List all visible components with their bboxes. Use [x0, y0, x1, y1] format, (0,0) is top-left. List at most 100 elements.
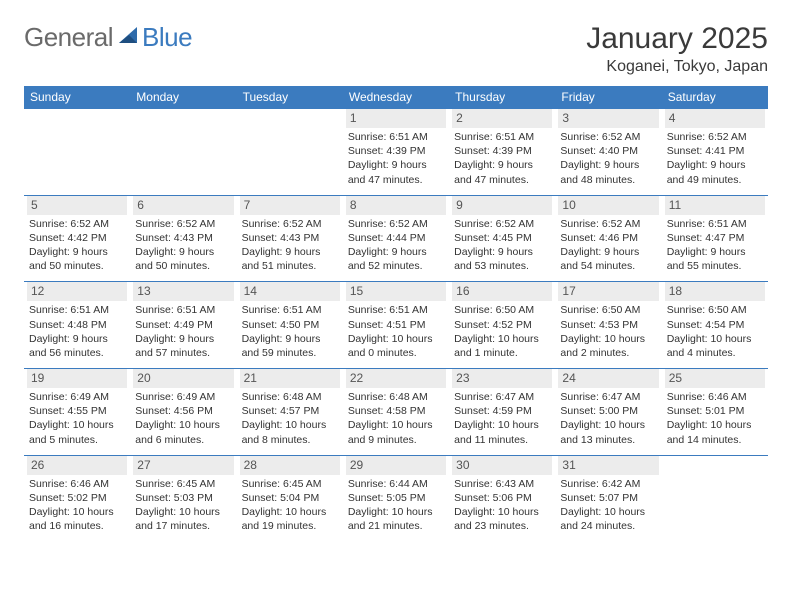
day-cell: 10 Sunrise: 6:52 AMSunset: 4:46 PMDayligh… — [555, 196, 661, 282]
month-title: January 2025 — [586, 22, 768, 56]
weekday-header: Wednesday — [343, 86, 449, 109]
weekday-header: Sunday — [24, 86, 130, 109]
day-number: 1 — [346, 109, 446, 128]
day-cell: 29 Sunrise: 6:44 AMSunset: 5:05 PMDayligh… — [343, 456, 449, 542]
day-number: 25 — [665, 369, 765, 388]
weekday-header-row: SundayMondayTuesdayWednesdayThursdayFrid… — [24, 86, 768, 109]
day-cell: 31 Sunrise: 6:42 AMSunset: 5:07 PMDayligh… — [555, 456, 661, 542]
day-detail: Sunrise: 6:44 AMSunset: 5:05 PMDaylight:… — [346, 477, 446, 534]
day-detail: Sunrise: 6:52 AMSunset: 4:40 PMDaylight:… — [558, 130, 658, 187]
day-detail: Sunrise: 6:51 AMSunset: 4:39 PMDaylight:… — [346, 130, 446, 187]
day-detail: Sunrise: 6:52 AMSunset: 4:43 PMDaylight:… — [133, 217, 233, 274]
day-detail: Sunrise: 6:50 AMSunset: 4:52 PMDaylight:… — [452, 303, 552, 360]
day-number: 31 — [558, 456, 658, 475]
day-cell: 23 Sunrise: 6:47 AMSunset: 4:59 PMDayligh… — [449, 369, 555, 455]
day-cell: 1 Sunrise: 6:51 AMSunset: 4:39 PMDaylight… — [343, 109, 449, 195]
day-cell: 27 Sunrise: 6:45 AMSunset: 5:03 PMDayligh… — [130, 456, 236, 542]
weekday-header: Thursday — [449, 86, 555, 109]
day-number: 29 — [346, 456, 446, 475]
day-number: 23 — [452, 369, 552, 388]
day-detail: Sunrise: 6:52 AMSunset: 4:43 PMDaylight:… — [240, 217, 340, 274]
day-cell: 6 Sunrise: 6:52 AMSunset: 4:43 PMDaylight… — [130, 196, 236, 282]
day-number: 3 — [558, 109, 658, 128]
day-cell: 21Sunrise: 6:48 AMSunset: 4:57 PMDayligh… — [237, 369, 343, 455]
brand-logo: General Blue — [24, 22, 192, 53]
day-number: 4 — [665, 109, 765, 128]
day-cell: 12 Sunrise: 6:51 AMSunset: 4:48 PMDayligh… — [24, 282, 130, 368]
day-number: 18 — [665, 282, 765, 301]
day-detail: Sunrise: 6:52 AMSunset: 4:46 PMDaylight:… — [558, 217, 658, 274]
weekday-header: Friday — [555, 86, 661, 109]
brand-text-blue: Blue — [142, 22, 192, 53]
day-detail: Sunrise: 6:45 AMSunset: 5:03 PMDaylight:… — [133, 477, 233, 534]
day-cell: 7 Sunrise: 6:52 AMSunset: 4:43 PMDaylight… — [237, 196, 343, 282]
day-cell: 4 Sunrise: 6:52 AMSunset: 4:41 PMDaylight… — [662, 109, 768, 195]
day-cell: 15 Sunrise: 6:51 AMSunset: 4:51 PMDayligh… — [343, 282, 449, 368]
day-detail: Sunrise: 6:51 AMSunset: 4:50 PMDaylight:… — [240, 303, 340, 360]
day-number: 14 — [240, 282, 340, 301]
day-detail: Sunrise: 6:52 AMSunset: 4:44 PMDaylight:… — [346, 217, 446, 274]
day-number: 7 — [240, 196, 340, 215]
day-number: 20 — [133, 369, 233, 388]
day-number: 26 — [27, 456, 127, 475]
day-cell: 5 Sunrise: 6:52 AMSunset: 4:42 PMDaylight… — [24, 196, 130, 282]
day-detail: Sunrise: 6:49 AMSunset: 4:56 PMDaylight:… — [133, 390, 233, 447]
brand-sail-icon — [117, 25, 139, 50]
day-detail: Sunrise: 6:42 AMSunset: 5:07 PMDaylight:… — [558, 477, 658, 534]
day-cell: 17Sunrise: 6:50 AMSunset: 4:53 PMDayligh… — [555, 282, 661, 368]
day-cell: 30 Sunrise: 6:43 AMSunset: 5:06 PMDayligh… — [449, 456, 555, 542]
day-cell: 8Sunrise: 6:52 AMSunset: 4:44 PMDaylight… — [343, 196, 449, 282]
day-number: 16 — [452, 282, 552, 301]
week-row: 1 Sunrise: 6:51 AMSunset: 4:39 PMDaylight… — [24, 109, 768, 196]
day-number: 21 — [240, 369, 340, 388]
day-number: 5 — [27, 196, 127, 215]
day-cell: 20 Sunrise: 6:49 AMSunset: 4:56 PMDayligh… — [130, 369, 236, 455]
day-number: 15 — [346, 282, 446, 301]
day-number: 22 — [346, 369, 446, 388]
day-cell — [237, 109, 343, 195]
day-detail: Sunrise: 6:47 AMSunset: 4:59 PMDaylight:… — [452, 390, 552, 447]
day-cell — [130, 109, 236, 195]
day-number: 24 — [558, 369, 658, 388]
title-block: January 2025 Koganei, Tokyo, Japan — [586, 22, 768, 76]
week-row: 5 Sunrise: 6:52 AMSunset: 4:42 PMDaylight… — [24, 196, 768, 283]
day-detail: Sunrise: 6:50 AMSunset: 4:54 PMDaylight:… — [665, 303, 765, 360]
week-row: 12 Sunrise: 6:51 AMSunset: 4:48 PMDayligh… — [24, 282, 768, 369]
day-cell — [24, 109, 130, 195]
day-cell: 13Sunrise: 6:51 AMSunset: 4:49 PMDayligh… — [130, 282, 236, 368]
day-number: 9 — [452, 196, 552, 215]
day-cell: 11 Sunrise: 6:51 AMSunset: 4:47 PMDayligh… — [662, 196, 768, 282]
day-detail: Sunrise: 6:48 AMSunset: 4:58 PMDaylight:… — [346, 390, 446, 447]
day-detail: Sunrise: 6:51 AMSunset: 4:47 PMDaylight:… — [665, 217, 765, 274]
day-number: 27 — [133, 456, 233, 475]
day-detail: Sunrise: 6:46 AMSunset: 5:01 PMDaylight:… — [665, 390, 765, 447]
day-number: 12 — [27, 282, 127, 301]
day-cell: 19Sunrise: 6:49 AMSunset: 4:55 PMDayligh… — [24, 369, 130, 455]
day-detail: Sunrise: 6:51 AMSunset: 4:51 PMDaylight:… — [346, 303, 446, 360]
day-number: 10 — [558, 196, 658, 215]
day-number: 6 — [133, 196, 233, 215]
day-detail: Sunrise: 6:52 AMSunset: 4:42 PMDaylight:… — [27, 217, 127, 274]
day-detail: Sunrise: 6:49 AMSunset: 4:55 PMDaylight:… — [27, 390, 127, 447]
day-detail: Sunrise: 6:47 AMSunset: 5:00 PMDaylight:… — [558, 390, 658, 447]
day-cell: 2Sunrise: 6:51 AMSunset: 4:39 PMDaylight… — [449, 109, 555, 195]
day-detail: Sunrise: 6:50 AMSunset: 4:53 PMDaylight:… — [558, 303, 658, 360]
day-cell: 25 Sunrise: 6:46 AMSunset: 5:01 PMDayligh… — [662, 369, 768, 455]
day-cell: 24 Sunrise: 6:47 AMSunset: 5:00 PMDayligh… — [555, 369, 661, 455]
day-cell: 28Sunrise: 6:45 AMSunset: 5:04 PMDayligh… — [237, 456, 343, 542]
day-cell: 18 Sunrise: 6:50 AMSunset: 4:54 PMDayligh… — [662, 282, 768, 368]
day-cell — [662, 456, 768, 542]
day-number: 11 — [665, 196, 765, 215]
day-detail: Sunrise: 6:51 AMSunset: 4:48 PMDaylight:… — [27, 303, 127, 360]
day-detail: Sunrise: 6:52 AMSunset: 4:41 PMDaylight:… — [665, 130, 765, 187]
day-detail: Sunrise: 6:43 AMSunset: 5:06 PMDaylight:… — [452, 477, 552, 534]
day-number: 13 — [133, 282, 233, 301]
calendar-body: 1 Sunrise: 6:51 AMSunset: 4:39 PMDaylight… — [24, 109, 768, 541]
location: Koganei, Tokyo, Japan — [586, 58, 768, 76]
day-cell: 22 Sunrise: 6:48 AMSunset: 4:58 PMDayligh… — [343, 369, 449, 455]
weekday-header: Tuesday — [237, 86, 343, 109]
day-detail: Sunrise: 6:45 AMSunset: 5:04 PMDaylight:… — [240, 477, 340, 534]
weekday-header: Saturday — [662, 86, 768, 109]
day-detail: Sunrise: 6:51 AMSunset: 4:39 PMDaylight:… — [452, 130, 552, 187]
day-number: 30 — [452, 456, 552, 475]
